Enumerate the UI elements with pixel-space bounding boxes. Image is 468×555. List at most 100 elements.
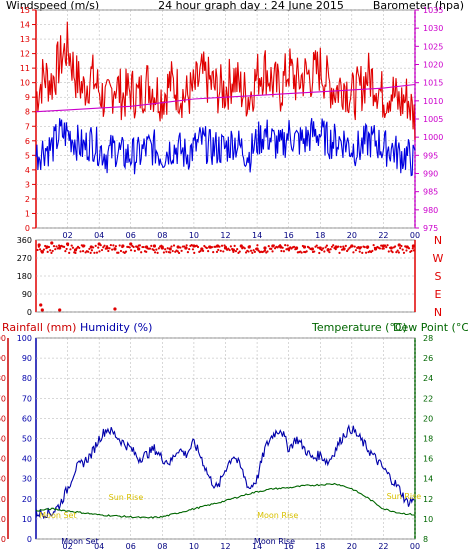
- temperature-label: Temperature (°C): [311, 321, 407, 334]
- direction-point: [405, 249, 408, 252]
- rainfall-tick-label: 30: [0, 475, 6, 484]
- climate-x-tick-label: 02: [62, 542, 72, 551]
- direction-point: [68, 251, 71, 254]
- climate-x-tick-label: 14: [252, 542, 262, 551]
- direction-point: [224, 245, 227, 248]
- direction-point: [248, 245, 251, 248]
- baro-tick-label: 1035: [423, 6, 443, 15]
- direction-point: [129, 249, 133, 252]
- direction-point: [103, 244, 106, 247]
- direction-point: [171, 249, 174, 253]
- direction-point: [397, 243, 401, 247]
- direction-point: [98, 250, 101, 253]
- temperature-tick-label: 18: [423, 435, 433, 444]
- sun-rise-label: Sun Rise: [109, 493, 144, 502]
- direction-point: [214, 245, 217, 248]
- temperature-tick-label: 10: [423, 515, 433, 524]
- direction-point: [153, 251, 157, 254]
- direction-point: [280, 249, 283, 253]
- direction-point: [164, 248, 167, 251]
- direction-point: [39, 248, 42, 251]
- direction-point: [329, 248, 332, 251]
- windspeed-title: Windspeed (m/s): [6, 0, 99, 12]
- direction-point: [285, 248, 288, 251]
- baro-tick-label: 985: [423, 188, 438, 197]
- climate-x-tick-label: 20: [347, 542, 357, 551]
- direction-point: [404, 245, 407, 248]
- direction-point: [66, 243, 69, 247]
- direction-point: [47, 245, 51, 249]
- wind-tick-label: 10: [20, 79, 30, 88]
- direction-point: [352, 251, 355, 254]
- direction-point: [391, 251, 394, 254]
- humidity-tick-label: 40: [22, 455, 32, 464]
- direction-point: [327, 248, 330, 251]
- direction-point: [334, 248, 337, 251]
- direction-point: [359, 246, 363, 249]
- baro-tick-label: 990: [423, 170, 438, 179]
- dir-tick-label: 180: [17, 272, 32, 281]
- direction-point: [63, 245, 66, 248]
- wind-tick-label: 13: [20, 35, 30, 44]
- direction-point: [257, 249, 260, 252]
- rainfall-label: Rainfall (mm): [2, 321, 76, 334]
- climate-x-tick-label: 00: [410, 542, 420, 551]
- direction-point: [124, 250, 128, 253]
- wind-tick-label: 9: [25, 93, 30, 102]
- direction-point: [232, 250, 235, 254]
- humidity-label: Humidity (%): [80, 321, 152, 334]
- direction-point: [400, 244, 403, 248]
- dir-compass-label: N: [434, 306, 442, 319]
- direction-point: [212, 251, 215, 254]
- wind-tick-label: 4: [25, 166, 30, 175]
- direction-point: [382, 247, 385, 250]
- climate-series-temperature: [35, 482, 416, 519]
- direction-point: [78, 246, 81, 250]
- direction-point: [253, 250, 256, 253]
- direction-point: [228, 248, 231, 252]
- temperature-tick-label: 22: [423, 394, 433, 403]
- direction-point: [200, 247, 203, 251]
- direction-point: [372, 244, 375, 247]
- direction-point: [394, 245, 397, 248]
- wind-tick-label: 12: [20, 50, 30, 59]
- humidity-tick-label: 90: [22, 354, 32, 363]
- moon-set-label: Moon Set: [39, 511, 76, 520]
- direction-point: [185, 244, 188, 247]
- direction-point: [301, 244, 304, 248]
- direction-point: [315, 244, 318, 247]
- direction-point: [142, 245, 145, 249]
- direction-point: [157, 247, 160, 250]
- direction-point: [411, 244, 416, 248]
- direction-point: [89, 245, 93, 249]
- climate-x-tick-label: 18: [315, 542, 325, 551]
- baro-tick-label: 1000: [423, 133, 443, 142]
- direction-point: [55, 245, 58, 248]
- rainfall-tick-label: 40: [0, 455, 6, 464]
- climate-x-tick-label: 06: [126, 542, 136, 551]
- tick-labels-layer: 0123456789101112131415975980985990995100…: [0, 6, 444, 551]
- direction-point: [193, 251, 196, 254]
- direction-point: [330, 245, 334, 248]
- temperature-tick-label: 16: [423, 455, 433, 464]
- direction-point: [46, 250, 49, 253]
- direction-point: [366, 246, 369, 249]
- direction-point: [217, 248, 220, 252]
- direction-point: [90, 249, 94, 252]
- direction-point: [231, 247, 234, 251]
- direction-point: [169, 251, 172, 254]
- direction-point: [345, 249, 349, 253]
- grid-layer: [36, 9, 416, 540]
- direction-point: [401, 248, 404, 251]
- direction-point: [113, 247, 116, 250]
- wind-tick-label: 0: [25, 224, 30, 233]
- baro-tick-label: 1010: [423, 97, 443, 106]
- direction-point: [386, 244, 389, 247]
- direction-point: [162, 251, 166, 254]
- direction-point: [79, 250, 82, 253]
- dewpoint-label: Dew Point (°C): [393, 321, 468, 334]
- rainfall-tick-label: 70: [0, 394, 6, 403]
- direction-point: [284, 244, 287, 247]
- direction-point: [199, 249, 202, 253]
- temperature-tick-label: 12: [423, 495, 433, 504]
